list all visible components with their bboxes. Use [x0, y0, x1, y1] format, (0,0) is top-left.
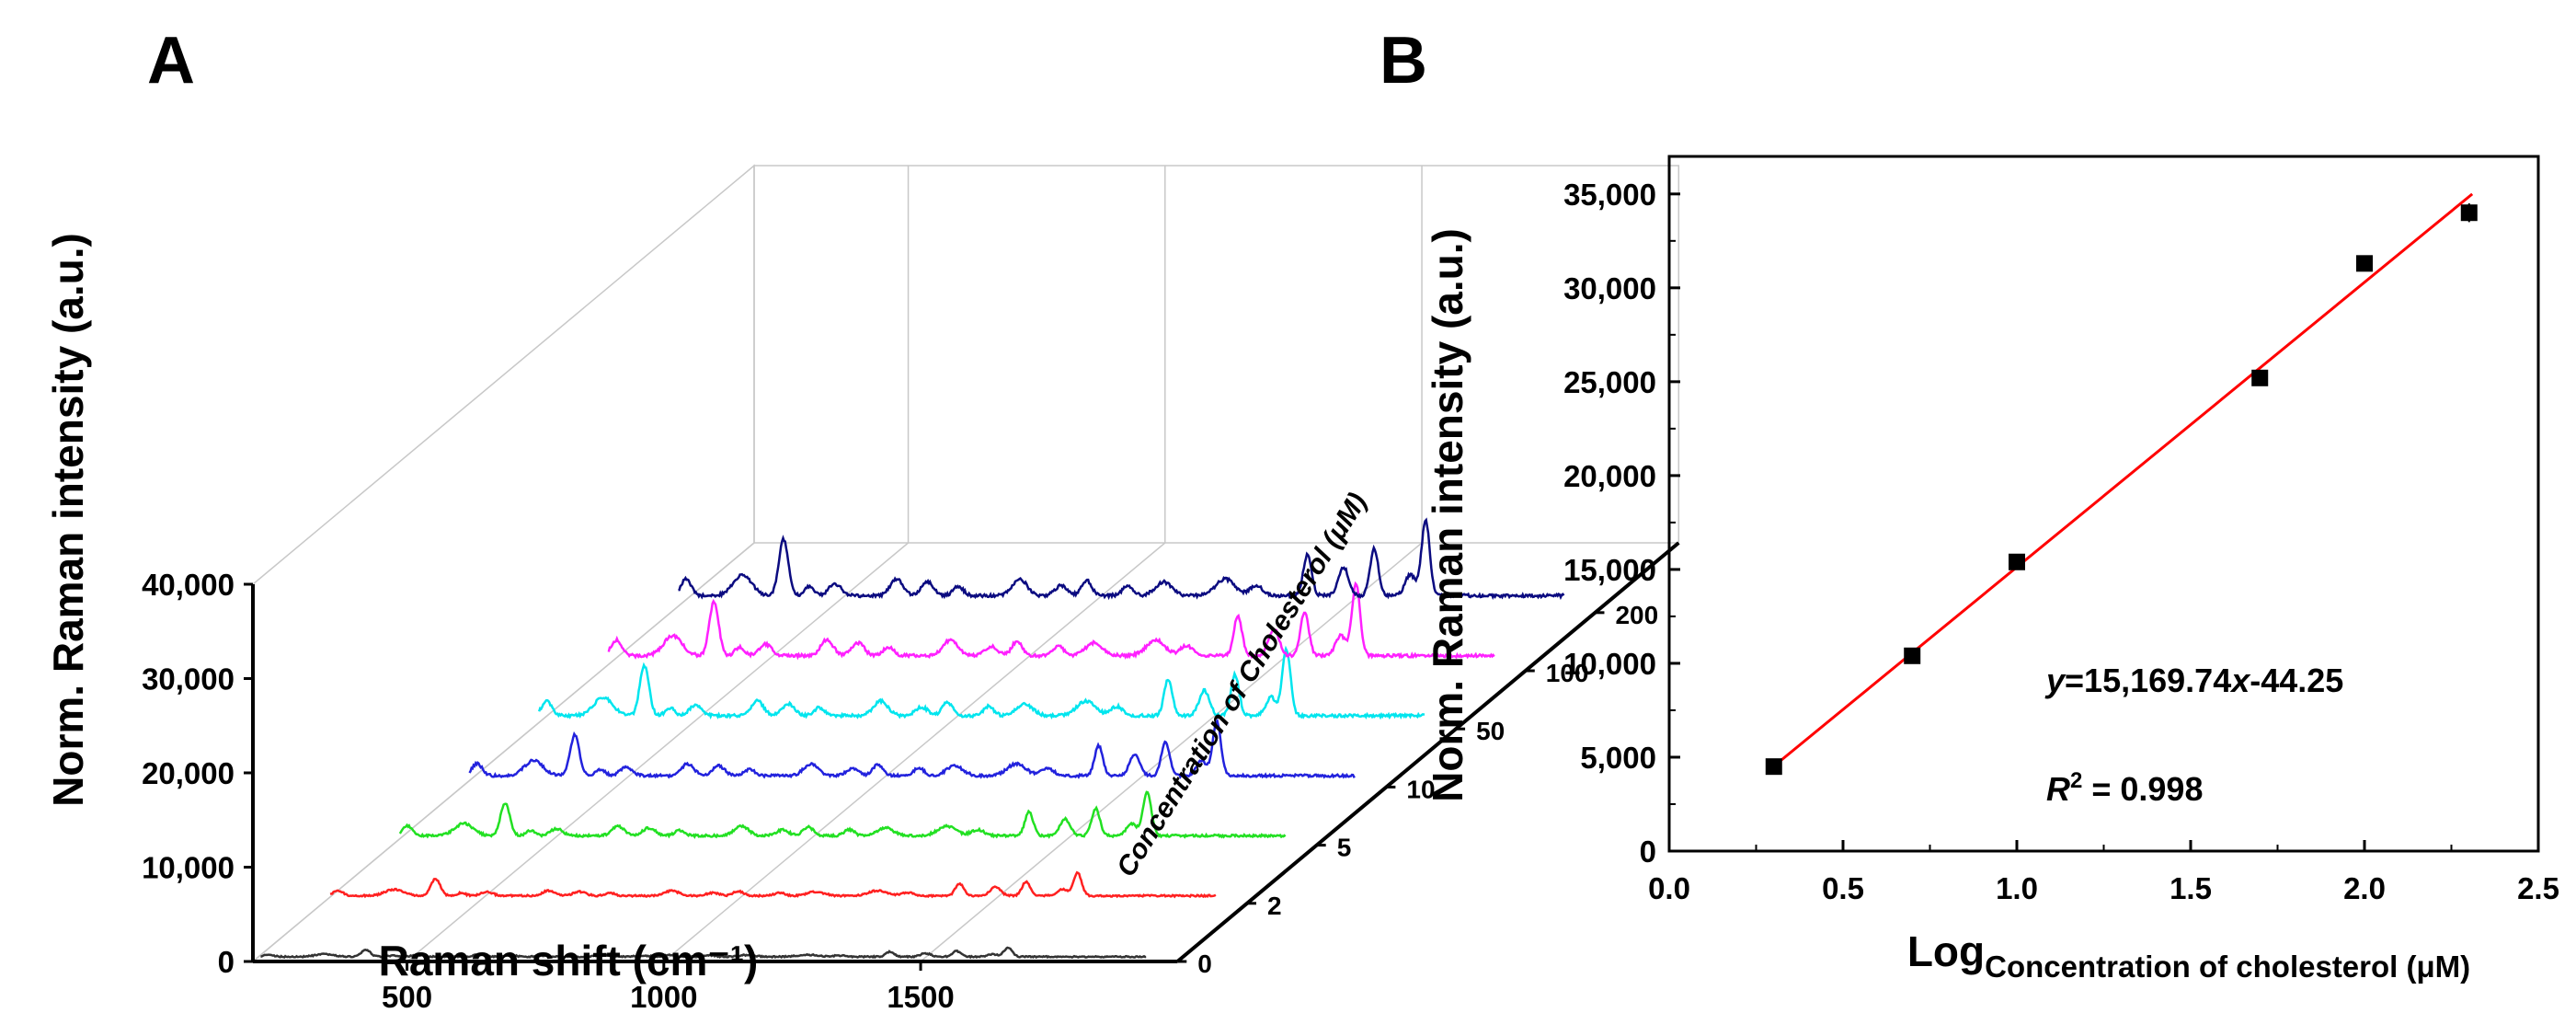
panel-b-x-tick-label: 2.0	[2343, 871, 2386, 905]
panel-a-concentration-tick-label: 0	[1197, 950, 1212, 978]
panel-b-data-point	[2009, 553, 2025, 570]
panel-a-x-tick-label: 500	[382, 980, 432, 1013]
panel-a-y-tick-label: 20,000	[142, 756, 235, 790]
panel-b-data-point	[1904, 647, 1921, 664]
panel-a-concentration-axis-title: Concentration of Cholesterol (μM)	[1111, 488, 1373, 882]
panel-a-concentration-ticks: 0 2 5 10 50 100 200	[1177, 601, 1658, 978]
panel-b-y-tick-label: 15,000	[1563, 553, 1656, 587]
panel-a-floor-gridline	[663, 542, 1166, 962]
panel-b-data-point	[2356, 255, 2373, 272]
panel-a-concentration-tick-label: 100	[1546, 659, 1589, 687]
panel-b-data-points	[1765, 203, 2478, 776]
panel-b-data-point	[2251, 369, 2269, 386]
panel-b-x-ticks: 0.0 0.5 1.0 1.5 2.0 2.5	[1648, 840, 2559, 905]
panel-b-y-tick-label: 10,000	[1563, 647, 1656, 681]
panel-a-floor-gridline	[920, 542, 1423, 962]
panel-b-x-axis-title-main: Log	[1907, 927, 1985, 975]
panel-b-r-squared: R2 = 0.998	[2046, 768, 2203, 808]
panel-a-y-tick-label: 10,000	[142, 851, 235, 885]
panel-a-concentration-tick-label: 50	[1476, 717, 1505, 745]
panel-a-y-tick-label: 0	[218, 945, 235, 979]
panel-a-x-ticks: 500 1000 1500	[382, 961, 955, 1013]
panel-a-x-axis-title: Raman shift (cm⁻¹)	[379, 937, 759, 984]
panel-b-y-tick-label: 30,000	[1563, 271, 1656, 305]
panel-b-x-axis-title: LogConcentration of cholesterol (μM)	[1907, 927, 2470, 984]
panel-b-fit-equation: y=15,169.74x-44.25	[2044, 662, 2343, 699]
panel-a-y-axis-title: Norm. Raman intensity (a.u.)	[44, 233, 92, 807]
panel-a-side-wall	[252, 164, 755, 963]
panel-b-y-tick-label: 25,000	[1563, 365, 1656, 399]
panel-b-y-tick-label: 20,000	[1563, 459, 1656, 493]
panel-b-y-tick-label: 0	[1640, 835, 1656, 869]
panel-b-y-tick-label: 35,000	[1563, 178, 1656, 212]
panel-a-concentration-tick-label: 200	[1615, 601, 1658, 629]
panel-b-y-ticks: 0 5,000 10,000 15,000 20,000 25,000 30,000 35,0…	[1563, 178, 1680, 869]
panel-a-concentration-tick-label: 2	[1267, 892, 1282, 920]
panel-b: B 0 5,000 10,000 15,000 20,000 25,000 30,000 35…	[1380, 24, 2559, 984]
panel-a-y-ticks: 0 10,000 20,000 30,000 40,000	[142, 568, 253, 979]
panel-a-spectra	[260, 517, 1565, 960]
panel-b-x-tick-label: 1.0	[1996, 871, 2038, 905]
panel-b-x-tick-label: 1.5	[2170, 871, 2212, 905]
panel-a-y-tick-label: 40,000	[142, 568, 235, 602]
spectrum-0	[260, 946, 1147, 960]
panel-b-equation-x: x	[2229, 662, 2251, 699]
panel-b-x-tick-label: 0.5	[1822, 871, 1864, 905]
panel-b-y-tick-label: 5,000	[1580, 741, 1656, 775]
panel-b-equation-y: y	[2044, 662, 2067, 699]
panel-b-r-value: = 0.998	[2082, 770, 2203, 808]
panel-a-concentration-tick-label: 10	[1406, 775, 1435, 803]
spectrum-100	[607, 581, 1495, 661]
panel-a-floor-edge	[252, 542, 755, 962]
panel-a-x-tick-label: 1000	[630, 980, 697, 1013]
panel-b-x-axis-title-subscript: Concentration of cholesterol (μM)	[1985, 950, 2470, 984]
panel-b-equation-intercept: -44.25	[2250, 662, 2343, 699]
panel-a-concentration-tick-label: 5	[1337, 834, 1352, 862]
spectrum-50	[538, 645, 1425, 720]
panel-b-r-superscript: 2	[2070, 768, 2082, 793]
panel-a-back-wall	[753, 165, 1680, 544]
panel-b-fit-line	[1765, 192, 2474, 774]
panel-a-label: A	[147, 24, 195, 98]
panel-b-y-axis-title: Norm. Raman intensity (a.u.)	[1424, 228, 1471, 802]
panel-b-r-symbol: R	[2046, 770, 2070, 808]
spectrum-5	[398, 790, 1287, 840]
panel-b-equation-slope: =15,169.74	[2065, 662, 2231, 699]
panel-a-y-tick-label: 30,000	[142, 662, 235, 696]
spectrum-10	[468, 718, 1356, 779]
panel-a-x-tick-label: 1500	[887, 980, 954, 1013]
panel-b-data-point	[2460, 204, 2478, 222]
panel-b-x-tick-label: 2.5	[2517, 871, 2559, 905]
panel-a-floor-gridline	[406, 542, 910, 962]
panel-b-label: B	[1380, 24, 1427, 98]
panel-b-x-tick-label: 0.0	[1648, 871, 1690, 905]
spectrum-200	[678, 517, 1565, 601]
panel-b-data-point	[1765, 758, 1782, 776]
spectrum-2	[329, 870, 1217, 899]
